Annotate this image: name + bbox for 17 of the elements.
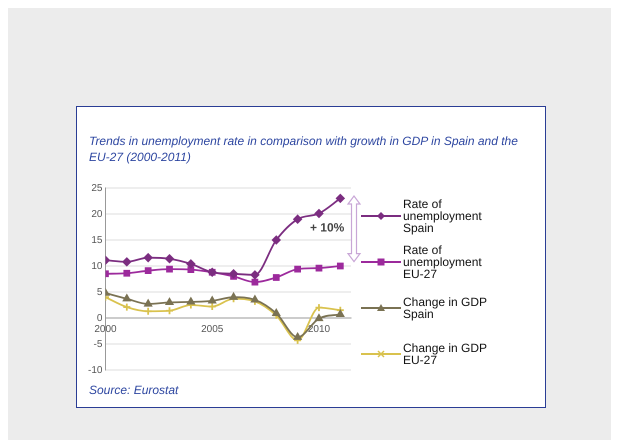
y-tick-label: -10 xyxy=(88,364,103,376)
source-note: Source: Eurostat xyxy=(89,383,178,397)
y-tick-label: 10 xyxy=(91,260,103,272)
y-tick-label: 25 xyxy=(91,182,103,194)
y-tick-label: -5 xyxy=(94,338,103,350)
annotation: + 10% xyxy=(310,220,345,235)
legend-label: Rate of unemployment Spain xyxy=(403,197,483,235)
y-tick-label: 20 xyxy=(91,208,103,220)
x-tick-label: 2005 xyxy=(201,324,224,335)
y-tick-label: 0 xyxy=(96,312,103,324)
y-tick-label: 5 xyxy=(96,286,103,298)
y-tick-label: 15 xyxy=(91,234,103,246)
legend-label: Rate of unemployment EU-27 xyxy=(403,243,483,281)
x-tick-label: 2010 xyxy=(308,324,331,335)
legend-label: Change in GDP Spain xyxy=(403,295,488,321)
chart-title: Trends in unemployment rate in comparison with growth in GDP in Spain and the EU-27 (2000-2011) xyxy=(89,133,519,165)
legend-label: Change in GDP EU-27 xyxy=(403,341,488,367)
